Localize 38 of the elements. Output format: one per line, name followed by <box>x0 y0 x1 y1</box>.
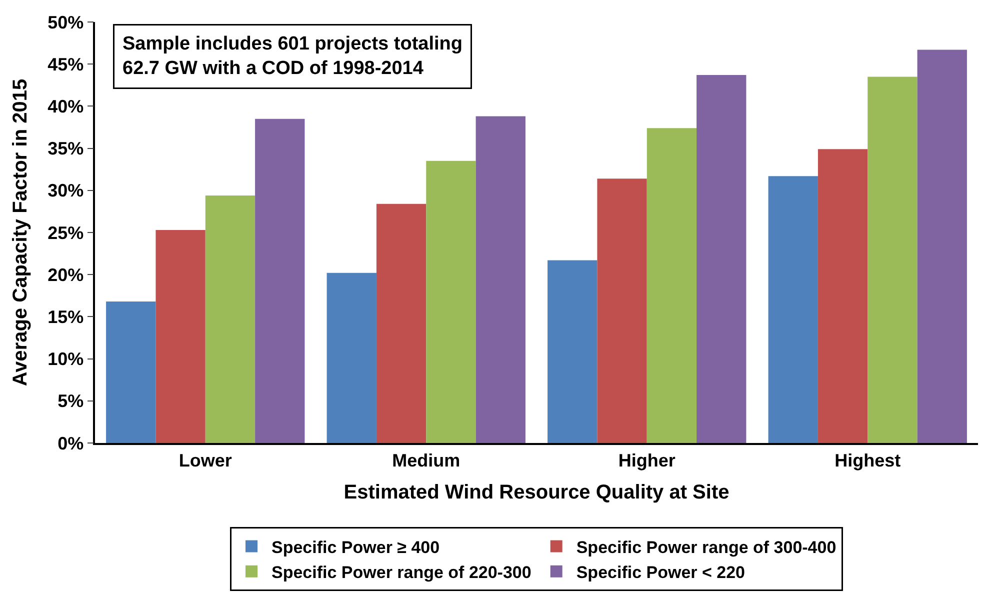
x-tick-label: Higher <box>618 450 676 470</box>
legend-label: Specific Power ≥ 400 <box>272 538 440 557</box>
legend-label: Specific Power < 220 <box>576 562 746 582</box>
y-tick-label: 20% <box>48 264 84 285</box>
bar <box>768 176 818 443</box>
bar <box>255 118 305 443</box>
x-tick-label: Medium <box>392 450 460 470</box>
annotation: Sample includes 601 projects totaling 62.7 GW with a COD of 1998-2014 <box>122 34 462 80</box>
bar <box>426 160 476 443</box>
bar <box>205 195 256 443</box>
bar <box>646 128 697 443</box>
bar <box>106 302 156 443</box>
y-tick-label: 25% <box>48 222 84 243</box>
y-tick-label: 30% <box>48 180 84 201</box>
bar <box>326 272 376 443</box>
y-tick-label: 0% <box>58 433 84 454</box>
y-tick-label: 45% <box>48 54 84 74</box>
x-tick-label: Highest <box>834 450 901 470</box>
bar <box>376 204 426 443</box>
bar <box>476 116 526 443</box>
bar <box>597 178 647 443</box>
legend-label: Specific Power range of 220-300 <box>272 562 532 582</box>
y-tick-label: 35% <box>48 138 84 159</box>
y-tick-label: 40% <box>48 96 84 116</box>
x-tick-label: Lower <box>178 450 232 470</box>
bar <box>156 230 206 443</box>
bar <box>868 76 918 443</box>
y-tick-label: 50% <box>48 12 84 32</box>
bar <box>696 75 746 443</box>
y-tick-label: 5% <box>58 391 84 412</box>
y-axis-title: Average Capacity Factor in 2015 <box>10 78 32 386</box>
x-axis-title: Estimated Wind Resource Quality at Site <box>344 481 730 504</box>
legend-label: Specific Power range of 300-400 <box>576 538 836 557</box>
bar <box>917 50 967 443</box>
bar <box>548 260 598 443</box>
y-tick-label: 10% <box>48 349 84 370</box>
bar <box>818 149 868 443</box>
y-tick-label: 15% <box>48 307 84 327</box>
